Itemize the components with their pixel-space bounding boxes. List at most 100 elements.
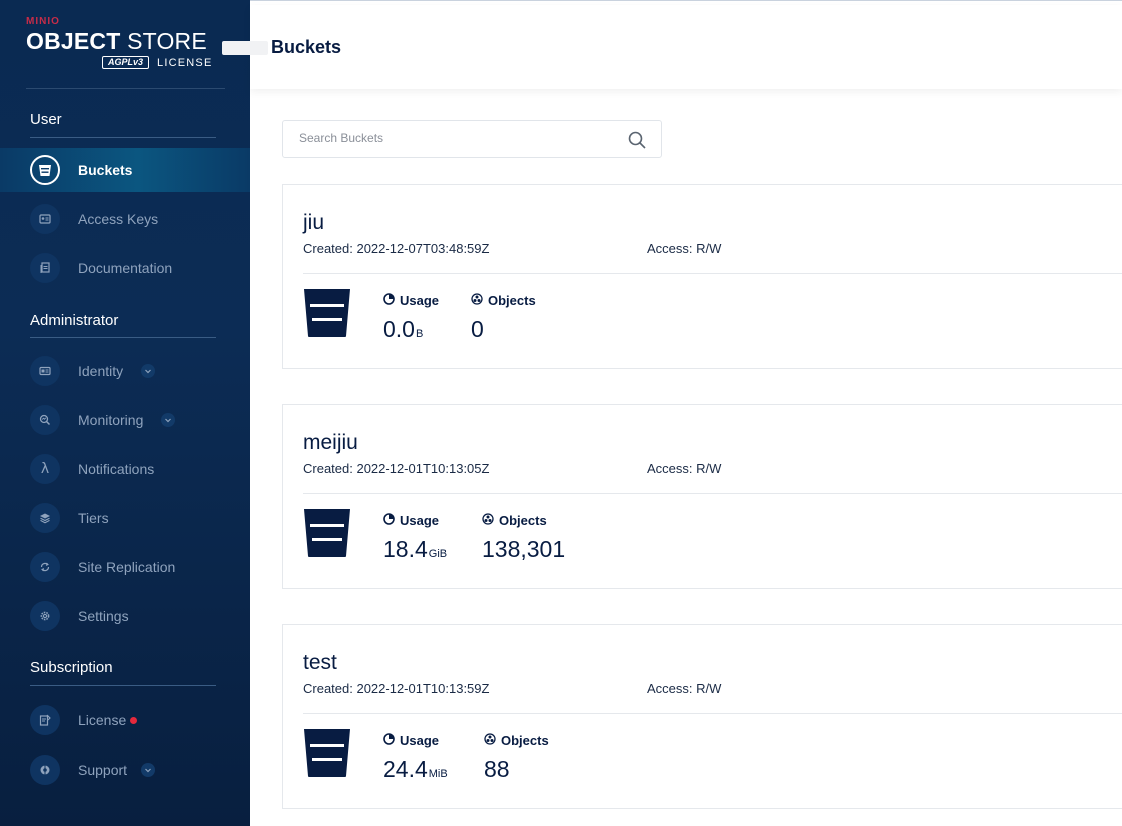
support-icon xyxy=(30,755,60,785)
section-user: User xyxy=(30,111,62,128)
sidebar-item-tiers[interactable]: Tiers xyxy=(0,496,250,540)
usage-unit: GiB xyxy=(428,548,448,560)
search-input[interactable] xyxy=(299,131,619,145)
chevron-down-icon[interactable] xyxy=(141,364,155,378)
gear-icon xyxy=(30,601,60,631)
card-divider xyxy=(303,493,1122,494)
usage-stat: Usage 24.4MiB xyxy=(383,733,448,783)
usage-stat: Usage 18.4GiB xyxy=(383,513,447,563)
sidebar-item-monitoring[interactable]: Monitoring xyxy=(0,398,250,442)
bucket-created: Created: 2022-12-01T10:13:05Z xyxy=(303,461,490,476)
sidebar: MINIO OBJECT STORE AGPLv3 LICENSE User B… xyxy=(0,0,250,826)
bucket-name[interactable]: jiu xyxy=(303,211,325,234)
monitoring-icon xyxy=(30,405,60,435)
chevron-down-icon[interactable] xyxy=(141,763,155,777)
bucket-card-jiu[interactable]: jiu Created: 2022-12-07T03:48:59Z Access… xyxy=(282,184,1122,369)
bucket-icon xyxy=(304,289,350,337)
sidebar-item-label: Notifications xyxy=(78,461,155,477)
sidebar-item-license[interactable]: License xyxy=(0,698,250,742)
section-divider xyxy=(30,337,216,338)
top-border xyxy=(250,0,1122,5)
sidebar-item-label: Settings xyxy=(78,608,129,624)
sidebar-item-label: Monitoring xyxy=(78,412,144,428)
sidebar-item-access-keys[interactable]: Access Keys xyxy=(0,197,250,241)
access-keys-icon xyxy=(30,204,60,234)
bucket-name[interactable]: meijiu xyxy=(303,431,358,454)
section-administrator: Administrator xyxy=(30,312,119,329)
bucket-name[interactable]: test xyxy=(303,651,337,674)
search-box xyxy=(282,120,662,158)
usage-label: Usage xyxy=(400,733,440,748)
search-icon[interactable] xyxy=(627,130,647,150)
sidebar-item-label: Access Keys xyxy=(78,211,159,227)
objects-icon xyxy=(471,293,483,308)
objects-label: Objects xyxy=(501,733,549,748)
card-divider xyxy=(303,273,1122,274)
logo-title: OBJECT STORE xyxy=(26,28,207,54)
section-subscription: Subscription xyxy=(30,659,113,676)
identity-icon xyxy=(30,356,60,386)
bucket-icon xyxy=(304,729,350,777)
lambda-icon: λ xyxy=(30,454,60,484)
section-divider xyxy=(30,685,216,686)
usage-icon xyxy=(383,513,395,528)
sidebar-item-identity[interactable]: Identity xyxy=(0,349,250,393)
objects-value: 88 xyxy=(484,756,510,782)
usage-label: Usage xyxy=(400,293,440,308)
sidebar-item-support[interactable]: Support xyxy=(0,748,250,792)
objects-value: 0 xyxy=(471,316,484,342)
usage-value: 18.4 xyxy=(383,536,428,562)
usage-label: Usage xyxy=(400,513,440,528)
bucket-created: Created: 2022-12-01T10:13:59Z xyxy=(303,681,490,696)
bucket-access: Access: R/W xyxy=(647,461,722,476)
bucket-card-test[interactable]: test Created: 2022-12-01T10:13:59Z Acces… xyxy=(282,624,1122,809)
tiers-icon xyxy=(30,503,60,533)
objects-label: Objects xyxy=(488,293,536,308)
collapse-hint[interactable] xyxy=(222,41,268,55)
bucket-card-meijiu[interactable]: meijiu Created: 2022-12-01T10:13:05Z Acc… xyxy=(282,404,1122,589)
sidebar-item-label: Site Replication xyxy=(78,559,176,575)
card-divider xyxy=(303,713,1122,714)
minio-logo[interactable]: MINIO OBJECT STORE AGPLv3 LICENSE xyxy=(26,16,226,76)
objects-stat: Objects 138,301 xyxy=(482,513,565,563)
sidebar-item-settings[interactable]: Settings xyxy=(0,594,250,638)
license-alert-dot xyxy=(130,717,137,724)
documentation-icon xyxy=(30,253,60,283)
section-divider xyxy=(30,137,216,138)
objects-icon xyxy=(482,513,494,528)
sidebar-item-label: Support xyxy=(78,762,128,778)
usage-icon xyxy=(383,293,395,308)
objects-label: Objects xyxy=(499,513,547,528)
sidebar-item-buckets[interactable]: Buckets xyxy=(0,148,250,192)
page-title: Buckets xyxy=(271,37,342,57)
page-header: Buckets xyxy=(222,5,1122,89)
license-word: LICENSE xyxy=(157,56,213,69)
usage-unit: B xyxy=(415,328,424,340)
chevron-down-icon[interactable] xyxy=(161,413,175,427)
sidebar-item-notifications[interactable]: λ Notifications xyxy=(0,447,250,491)
bucket-created: Created: 2022-12-07T03:48:59Z xyxy=(303,241,490,256)
objects-stat: Objects 0 xyxy=(471,293,536,343)
logo-license: AGPLv3 LICENSE xyxy=(102,56,213,69)
logo-minio-text: MINIO xyxy=(26,16,60,27)
license-icon xyxy=(30,705,60,735)
bucket-access: Access: R/W xyxy=(647,241,722,256)
sidebar-item-label: Documentation xyxy=(78,260,173,276)
usage-stat: Usage 0.0B xyxy=(383,293,439,343)
objects-icon xyxy=(484,733,496,748)
sidebar-item-label: License xyxy=(78,712,127,728)
site-replication-icon xyxy=(30,552,60,582)
sidebar-item-label: Tiers xyxy=(78,510,109,526)
usage-value: 0.0 xyxy=(383,316,415,342)
objects-stat: Objects 88 xyxy=(484,733,549,783)
objects-value: 138,301 xyxy=(482,536,566,562)
sidebar-item-label: Buckets xyxy=(78,162,133,178)
sidebar-item-documentation[interactable]: Documentation xyxy=(0,246,250,290)
bucket-access: Access: R/W xyxy=(647,681,722,696)
usage-value: 24.4 xyxy=(383,756,428,782)
sidebar-item-site-replication[interactable]: Site Replication xyxy=(0,545,250,589)
usage-icon xyxy=(383,733,395,748)
bucket-icon xyxy=(30,155,60,185)
agpl-badge: AGPLv3 xyxy=(102,56,150,69)
usage-unit: MiB xyxy=(428,768,448,780)
